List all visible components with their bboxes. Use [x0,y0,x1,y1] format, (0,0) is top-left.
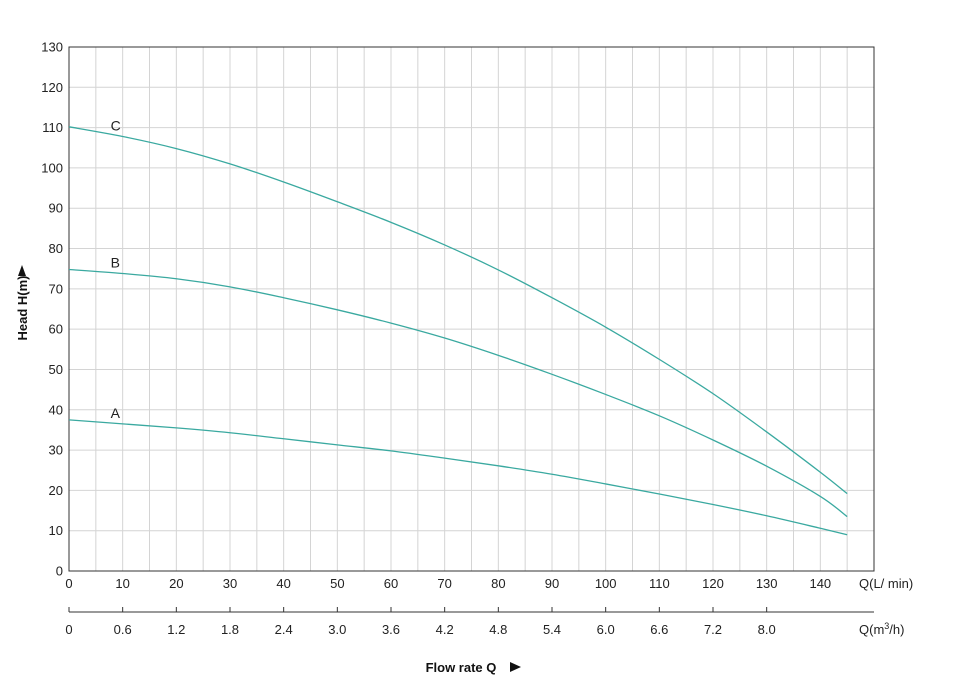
x-axis-primary: 0 10 20 30 40 50 60 70 80 90 100 110 120 130 140 [65,576,831,591]
x-axis-title: Flow rate Q [426,660,497,675]
x-axis-title-group: Flow rate Q [426,660,521,675]
y-tick-label: 20 [49,483,63,498]
x-tick-label: 60 [384,576,398,591]
x-tick-label: 80 [491,576,505,591]
y-tick-label: 50 [49,362,63,377]
plot-frame [68,46,875,572]
x-tick-label: 30 [223,576,237,591]
x-axis-secondary: 0 0.6 1.2 1.8 2.4 3.0 3.6 4.2 4.8 5.4 6.0 6.6 7.2 8.0 [65,607,874,637]
x-axis-secondary-tick-label: 3.0 [328,622,346,637]
grid [69,47,874,571]
curve-b [68,268,848,518]
curve-label-c: C [111,117,121,133]
y-tick-label: 100 [41,160,63,175]
x-axis-secondary-tick-label: 5.4 [543,622,561,637]
curve-label-b: B [111,255,120,271]
curve-a [68,419,848,536]
y-tick-label: 10 [49,523,63,538]
y-axis: 0 10 20 30 40 50 60 70 80 90 100 110 120 130 [41,40,63,579]
curves: A B C [68,117,848,536]
x-axis-secondary-tick-label: 1.2 [167,622,185,637]
x-axis-secondary-tick-label: 1.8 [221,622,239,637]
x-tick-label: 110 [649,576,670,591]
x-tick-label: 90 [545,576,559,591]
x-axis-secondary-tick-label: 6.6 [650,622,668,637]
curve-c [68,126,848,495]
x-tick-label: 130 [756,576,778,591]
x-unit-secondary-label: Q(m3/h) [859,621,904,637]
x-tick-label: 20 [169,576,183,591]
x-tick-label: 50 [330,576,344,591]
y-tick-label: 40 [49,402,63,417]
curve-label-a: A [111,405,121,421]
x-tick-label: 0 [65,576,72,591]
x-axis-secondary-tick-label: 8.0 [758,622,776,637]
x-tick-label: 100 [595,576,617,591]
y-tick-label: 90 [49,201,63,216]
x-tick-label: 40 [276,576,290,591]
x-axis-secondary-tick-label: 7.2 [704,622,722,637]
x-axis-secondary-tick-label: 2.4 [275,622,293,637]
x-tick-label: 140 [809,576,831,591]
x-tick-label: 70 [437,576,451,591]
y-tick-label: 80 [49,241,63,256]
x-axis-secondary-tick-label: 3.6 [382,622,400,637]
y-tick-label: 0 [56,564,63,579]
y-tick-label: 120 [41,80,63,95]
x-axis-secondary-tick-label: 4.2 [436,622,454,637]
x-axis-secondary-tick-label: 0 [65,622,72,637]
x-tick-label: 10 [115,576,129,591]
y-tick-label: 130 [41,40,63,55]
y-axis-title-group: Head H(m) [15,265,30,341]
x-axis-secondary-tick-label: 6.0 [597,622,615,637]
x-unit-primary-label: Q(L/ min) [859,576,913,591]
y-tick-label: 30 [49,443,63,458]
y-tick-label: 70 [49,281,63,296]
x-axis-arrow-icon [510,662,521,672]
y-tick-label: 60 [49,322,63,337]
y-axis-arrow-icon [18,265,26,276]
x-axis-secondary-tick-label: 0.6 [114,622,132,637]
y-axis-title: Head H(m) [15,275,30,340]
x-axis-secondary-tick-label: 4.8 [489,622,507,637]
y-tick-label: 110 [42,120,63,135]
x-tick-label: 120 [702,576,724,591]
